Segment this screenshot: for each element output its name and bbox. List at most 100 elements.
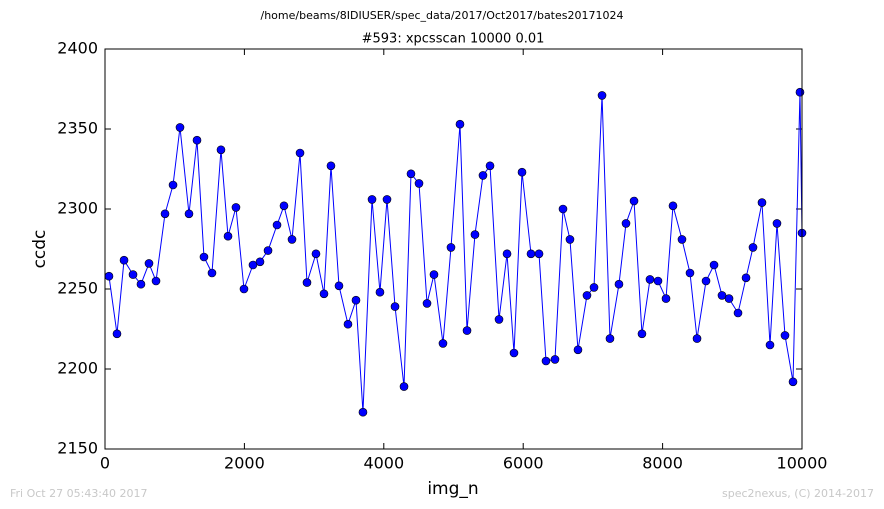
data-point [485,161,495,171]
data-point [509,348,519,358]
data-point [733,308,743,318]
y-tick-label: 2200 [57,359,98,378]
data-line [108,92,803,413]
data-point [582,291,592,300]
data-point [757,198,767,207]
data-point [231,203,241,212]
y-tick-label: 2250 [57,279,98,298]
data-point [478,171,488,180]
x-tick-label: 10000 [777,454,828,473]
data-point [160,209,170,219]
data-point [287,235,297,244]
data-point [692,334,702,343]
x-tick-label: 0 [100,454,110,473]
data-point [438,339,448,348]
data-point [565,235,575,244]
data-point [701,276,711,286]
data-point [605,334,615,343]
data-point [151,276,161,286]
data-point [192,135,202,145]
data-point [263,246,273,255]
data-point [455,119,465,129]
data-point [788,377,798,387]
data-point [517,167,527,177]
footer-left: Fri Oct 27 05:43:40 2017 [10,487,148,500]
data-point [446,243,456,252]
data-point [653,276,663,286]
data-point [597,91,607,100]
data-point [351,295,361,305]
data-point [429,270,439,279]
data-point [326,161,336,171]
data-point [367,195,377,204]
data-point [765,340,775,350]
data-point [470,230,480,239]
data-point [406,169,416,179]
data-point [144,259,154,268]
data-point [637,329,647,339]
x-tick-label: 8000 [642,454,683,473]
data-point [302,278,312,287]
data-point [199,252,209,262]
data-point [311,249,321,259]
data-point [526,249,536,259]
data-point [748,243,758,252]
data-point [358,407,368,417]
data-point [558,204,568,214]
data-point [645,275,655,284]
data-point [629,196,639,206]
data-point [168,180,178,190]
data-point [216,145,226,155]
data-point [390,302,400,311]
data-point [382,195,392,204]
data-point [709,260,719,270]
data-point [272,220,282,230]
data-point [136,279,146,289]
data-point [502,249,512,259]
data-point [685,268,695,278]
data-point [184,209,194,219]
data-point [248,260,258,270]
data-point [422,299,432,308]
chart-title: #593: xpcsscan 10000 0.01 [362,32,545,47]
x-tick-label: 2000 [224,454,265,473]
data-point [223,231,233,241]
y-axis-label: ccdc [30,230,50,269]
y-tick-label: 2350 [57,119,98,138]
suptitle: /home/beams/8IDIUSER/spec_data/2017/Oct2… [261,9,624,22]
data-point [494,315,504,324]
data-point [343,319,353,329]
data-point [677,235,687,244]
data-point [399,382,409,391]
y-tick-label: 2400 [57,39,98,58]
x-tick-label: 4000 [363,454,404,473]
data-point [375,287,385,297]
data-point [239,284,249,294]
footer-right: spec2nexus, (C) 2014-2017 [722,487,874,500]
data-point [573,345,583,355]
data-point [462,326,472,335]
plot-frame [104,48,803,450]
data-point [614,279,624,289]
data-point [334,281,344,291]
data-point [279,201,289,211]
data-point [128,270,138,279]
data-point [724,294,734,303]
data-point [661,294,671,303]
data-point [741,273,751,283]
data-point [795,87,805,97]
data-point [541,356,551,366]
y-tick-label: 2150 [57,439,98,458]
data-point [589,283,599,292]
data-point [104,271,114,281]
data-point [207,268,217,278]
x-tick-label: 6000 [503,454,544,473]
x-axis-label: img_n [427,479,478,499]
y-tick-label: 2300 [57,199,98,218]
data-point [255,257,265,267]
data-point [668,201,678,211]
data-point [112,329,122,339]
data-point [295,148,305,158]
